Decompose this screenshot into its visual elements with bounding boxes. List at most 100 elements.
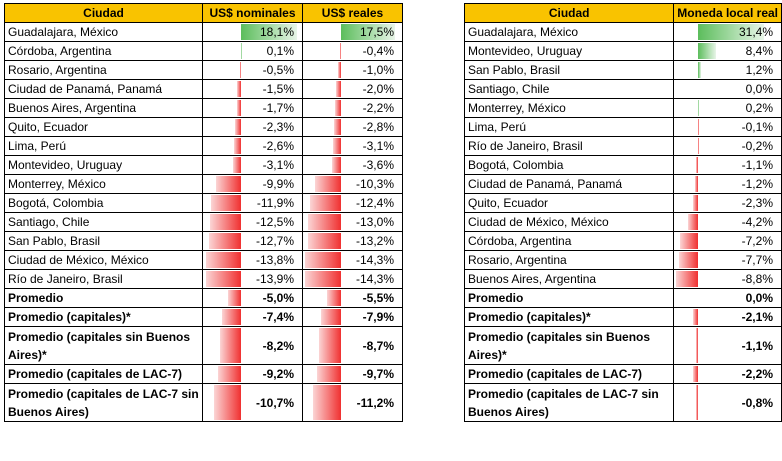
real-cell-value: -8,7%	[362, 338, 394, 353]
table-row: Ciudad de Panamá, Panamá -1,2%	[463, 174, 782, 194]
nominal-cell: -0,5%	[202, 60, 303, 80]
city-name: Santiago, Chile	[463, 79, 675, 99]
city-name: Promedio (capitales)*	[4, 307, 203, 327]
table-row: Monterrey, México 0,2%	[463, 98, 782, 118]
city-name: Promedio (capitales sin Buenos Aires)*	[4, 326, 203, 365]
real-cell-bar	[339, 43, 341, 59]
nominal-cell-value: 0,1%	[266, 44, 294, 58]
nominal-cell-value: -2,3%	[262, 120, 294, 134]
real-cell-bar	[331, 157, 341, 173]
table-row: Buenos Aires, Argentina -1,7% -2,2%	[4, 98, 403, 118]
city-name: Quito, Ecuador	[463, 193, 675, 213]
table-row: Quito, Ecuador -2,3% -2,8%	[4, 117, 403, 137]
table-row: Bogotá, Colombia -11,9% -12,4%	[4, 193, 403, 213]
nominal-cell-value: -1,7%	[262, 101, 294, 115]
nominal-cell-bar	[220, 328, 241, 363]
local-value-cell: 0,0%	[673, 79, 782, 99]
local-value-cell: -2,1%	[673, 307, 782, 327]
nominal-cell-bar	[209, 214, 241, 230]
nominal-cell: -11,9%	[202, 193, 303, 213]
local-value-cell-value: -7,7%	[741, 253, 773, 267]
nominal-cell: -12,7%	[202, 231, 303, 251]
real-cell-bar	[309, 195, 341, 211]
nominal-cell: -1,7%	[202, 98, 303, 118]
city-name: Lima, Perú	[4, 136, 203, 156]
real-cell: -13,0%	[302, 212, 403, 232]
local-value-cell-bar	[698, 24, 765, 40]
table-row: Promedio (capitales de LAC-7 sin Buenos …	[4, 383, 403, 422]
real-cell-value: -2,0%	[362, 82, 394, 96]
real-cell-bar	[305, 271, 341, 287]
table-row: Santiago, Chile -12,5% -13,0%	[4, 212, 403, 232]
real-cell: -14,3%	[302, 269, 403, 289]
real-cell-bar	[315, 176, 341, 192]
real-cell-bar	[319, 328, 341, 363]
local-value-cell-value: 31,4%	[738, 25, 773, 39]
local-value-cell-value: -0,1%	[741, 120, 773, 134]
nominal-cell: -10,7%	[202, 383, 303, 422]
local-value-cell-value: -1,2%	[741, 177, 773, 191]
city-name: Promedio (capitales de LAC-7)	[4, 364, 203, 384]
real-cell: -13,2%	[302, 231, 403, 251]
real-cell-value: -14,3%	[355, 272, 394, 286]
city-name: Montevideo, Uruguay	[463, 41, 675, 61]
table-row: Lima, Perú -2,6% -3,1%	[4, 136, 403, 156]
real-cell-bar	[335, 100, 341, 116]
real-cell: -0,4%	[302, 41, 403, 61]
local-value-cell-bar	[695, 157, 699, 173]
header-ciudad: Ciudad	[463, 3, 675, 23]
local-value-cell-bar	[679, 252, 699, 268]
city-name: Promedio	[463, 288, 675, 308]
local-value-cell-bar	[695, 328, 699, 363]
real-cell-bar	[316, 366, 341, 382]
city-name: Ciudad de Panamá, Panamá	[4, 79, 203, 99]
city-name: Promedio (capitales)*	[463, 307, 675, 327]
local-value-cell: -0,8%	[673, 383, 782, 422]
real-cell-bar	[341, 24, 396, 40]
local-value-cell-value: -2,2%	[741, 367, 773, 381]
table-row: Rosario, Argentina -0,5% -1,0%	[4, 60, 403, 80]
real-cell: -7,9%	[302, 307, 403, 327]
local-value-cell: 0,0%	[673, 288, 782, 308]
local-value-cell-bar	[692, 366, 699, 382]
real-cell-value: -11,2%	[356, 395, 394, 410]
nominal-cell-value: -12,5%	[255, 215, 294, 229]
real-cell-bar	[327, 290, 341, 306]
nominal-cell-bar	[209, 233, 241, 249]
city-name: Lima, Perú	[463, 117, 675, 137]
table-row: Promedio 0,0%	[463, 288, 782, 308]
local-value-cell: -1,1%	[673, 155, 782, 175]
local-value-cell-bar	[692, 195, 699, 211]
city-name: Promedio	[4, 288, 203, 308]
real-cell-value: 17,5%	[359, 25, 394, 39]
real-cell-bar	[321, 309, 341, 325]
local-value-cell-bar	[680, 233, 699, 249]
nominal-cell-value: -13,8%	[255, 253, 294, 267]
city-name: San Pablo, Brasil	[463, 60, 675, 80]
nominal-cell-bar	[237, 81, 241, 97]
nominal-cell: -9,9%	[202, 174, 303, 194]
table-row: Guadalajara, México 31,4%	[463, 22, 782, 42]
real-cell: -5,5%	[302, 288, 403, 308]
table-row: Guadalajara, México 18,1% 17,5%	[4, 22, 403, 42]
city-name: Promedio (capitales de LAC-7)	[463, 364, 675, 384]
real-cell-value: -0,4%	[362, 44, 394, 58]
city-name: Ciudad de Panamá, Panamá	[463, 174, 675, 194]
city-name: Quito, Ecuador	[4, 117, 203, 137]
city-name: Rosario, Argentina	[4, 60, 203, 80]
nominal-cell-value: -9,2%	[262, 367, 294, 381]
local-value-cell: -2,2%	[673, 364, 782, 384]
local-value-cell: -7,2%	[673, 231, 782, 251]
table-row: Río de Janeiro, Brasil -13,9% -14,3%	[4, 269, 403, 289]
nominal-cell-bar	[222, 309, 241, 325]
nominal-cell-value: -3,1%	[262, 158, 294, 172]
real-cell-value: -12,4%	[355, 196, 394, 210]
real-cell-value: -1,0%	[362, 63, 394, 77]
nominal-cell-value: -5,0%	[262, 291, 294, 305]
real-cell-value: -9,7%	[362, 367, 394, 381]
nominal-cell: -1,5%	[202, 79, 303, 99]
local-value-cell-value: 0,2%	[745, 101, 773, 115]
header-usd-reales: US$ reales	[302, 3, 403, 23]
nominal-cell-bar	[234, 138, 241, 154]
nominal-cell-bar	[206, 271, 241, 287]
